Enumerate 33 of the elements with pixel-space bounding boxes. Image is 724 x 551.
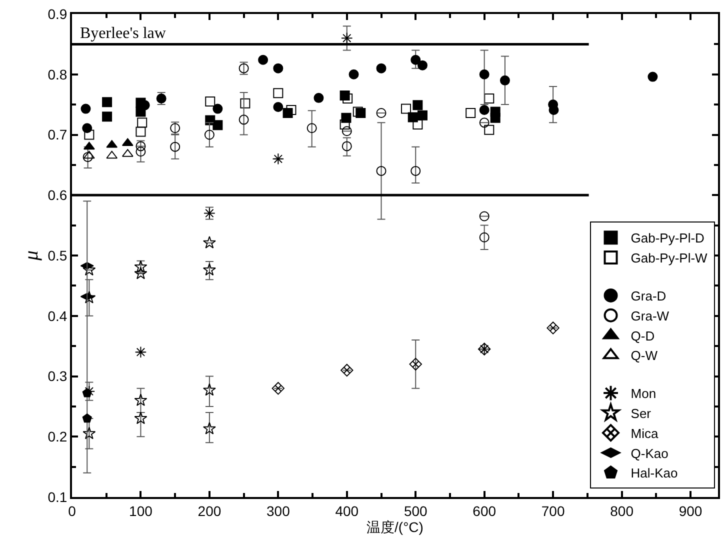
y-tick-label: 0.2 [48,428,68,445]
legend-label: Hal-Kao [630,466,678,481]
x-tick-label: 800 [610,502,634,519]
y-tick-label: 0.6 [48,187,68,204]
x-tick-label: 700 [541,502,565,519]
legend-label: Q-W [630,348,658,364]
legend-label: Gra-D [630,288,666,304]
legend-label: Q-Kao [630,446,668,461]
legend-label: Ser [630,406,652,422]
x-tick-label: 500 [404,502,428,519]
legend-label: Mon [630,386,656,402]
x-tick-label: 100 [129,502,153,519]
x-axis-title: 温度/(°C) [366,518,424,535]
x-tick-label: 600 [472,502,496,519]
legend-label: Mica [630,426,659,441]
x-tick-label: 900 [678,502,702,519]
legend-label: Q-D [630,328,655,344]
x-tick-label: 0 [68,502,76,519]
legend-label: Gra-W [630,308,670,324]
x-tick-label: 400 [335,502,359,519]
ref-line-label: Byerlee's law [80,25,166,42]
x-tick-label: 300 [266,502,290,519]
y-tick-label: 0.4 [48,308,68,324]
y-tick-label: 0.7 [48,126,68,143]
y-tick-label: 0.5 [48,247,68,264]
y-tick-label: 0.3 [48,368,68,384]
y-axis-title: μ [20,250,43,262]
legend-label: Gab-Py-Pl-D [630,230,704,246]
legend-label: Gab-Py-Pl-W [630,250,708,266]
y-tick-label: 0.8 [48,66,68,82]
y-tick-label: 0.1 [48,488,68,505]
x-tick-label: 200 [198,502,222,519]
y-tick-label: 0.9 [48,6,68,22]
